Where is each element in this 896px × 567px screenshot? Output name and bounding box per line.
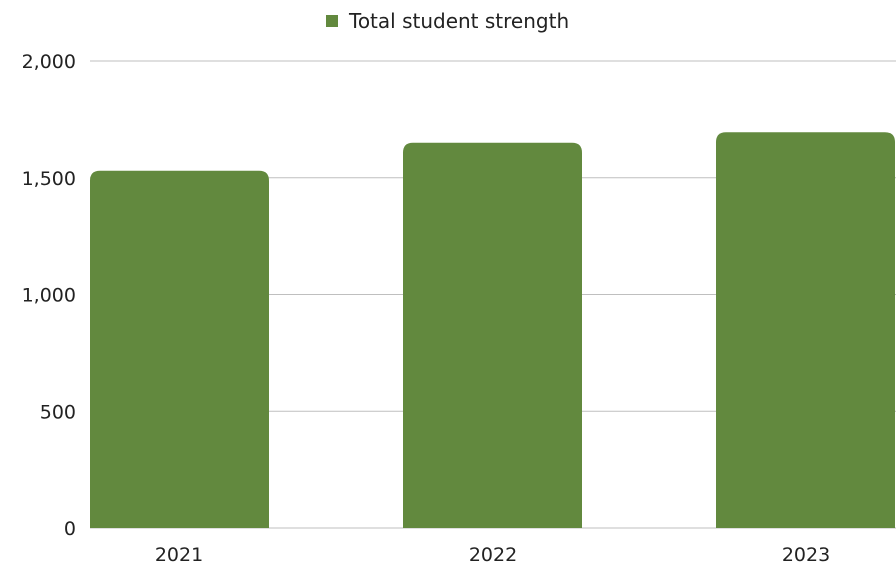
- y-tick-label: 1,000: [22, 285, 76, 307]
- bar-2023: [716, 132, 895, 528]
- y-tick-label: 0: [64, 518, 76, 540]
- legend-label: Total student strength: [348, 9, 569, 33]
- bar-2022: [403, 142, 582, 528]
- y-tick-label: 2,000: [22, 51, 76, 73]
- x-tick-label: 2021: [155, 544, 203, 566]
- legend: Total student strength: [326, 9, 569, 33]
- bar-2021: [90, 170, 269, 528]
- y-tick-label: 500: [40, 401, 76, 423]
- x-tick-label: 2023: [782, 544, 830, 566]
- x-axis-ticks: 2021 2022 2023: [155, 544, 830, 566]
- legend-swatch: [326, 15, 338, 27]
- y-tick-label: 1,500: [22, 168, 76, 190]
- x-tick-label: 2022: [469, 544, 517, 566]
- y-axis-ticks: 0 500 1,000 1,500 2,000: [22, 51, 76, 540]
- bars: [90, 132, 895, 528]
